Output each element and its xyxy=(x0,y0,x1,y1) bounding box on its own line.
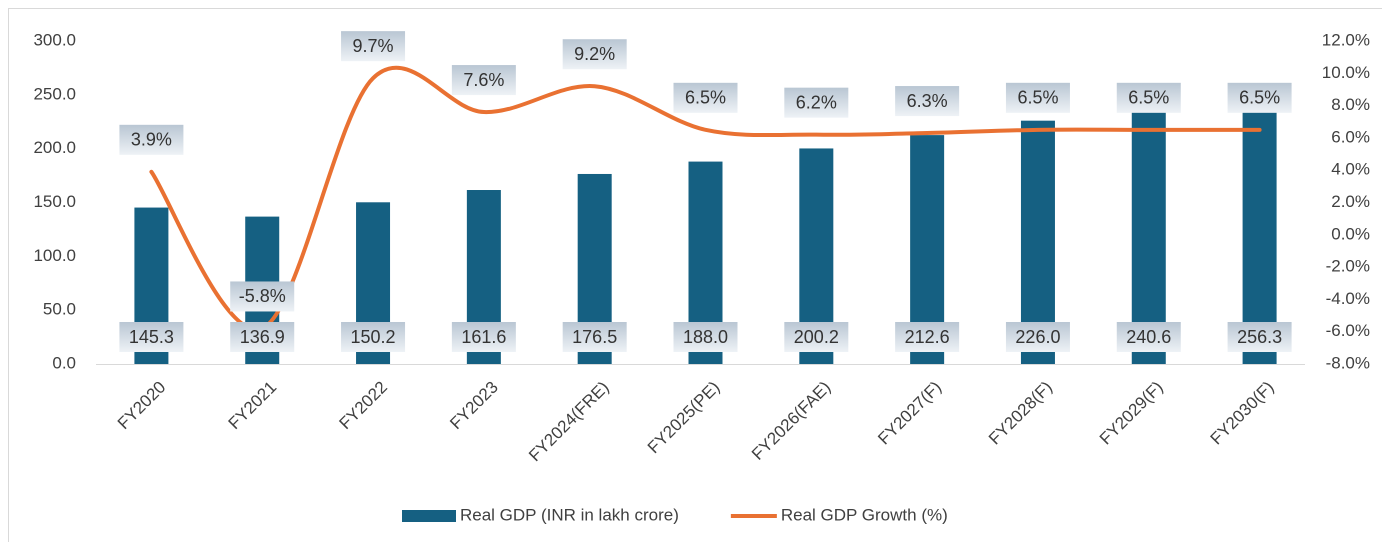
legend-label: Real GDP (INR in lakh crore) xyxy=(460,505,679,524)
bar-value-label-box xyxy=(341,322,406,352)
y-tick-label: 200.0 xyxy=(33,138,76,157)
line-value-label: 9.7% xyxy=(353,36,394,56)
bar-value-label: 145.3 xyxy=(129,327,174,347)
y2-tick-label: 0.0% xyxy=(1331,224,1370,243)
line-value-label-box xyxy=(230,281,295,312)
chart-frame xyxy=(8,8,1382,542)
y2-tick-label: -2.0% xyxy=(1326,257,1370,276)
bar-value-label-box xyxy=(230,322,295,352)
y2-tick-label: 8.0% xyxy=(1331,95,1370,114)
bar-value-label: 240.6 xyxy=(1126,327,1171,347)
line-value-label: 6.3% xyxy=(907,91,948,111)
line-value-label-box xyxy=(1227,82,1292,113)
bar-value-label: 200.2 xyxy=(794,327,839,347)
y2-tick-label: -4.0% xyxy=(1326,289,1370,308)
x-tick-label: FY2027(F) xyxy=(874,378,945,449)
line-value-label-box xyxy=(673,82,738,113)
line-value-label: 6.5% xyxy=(1239,88,1280,108)
line-value-label: 3.9% xyxy=(131,130,172,150)
bar-value-label: 212.6 xyxy=(905,327,950,347)
y-tick-label: 250.0 xyxy=(33,84,76,103)
line-value-label: 6.5% xyxy=(1017,88,1058,108)
x-tick-label: FY2023 xyxy=(446,378,502,434)
bar-value-label-box xyxy=(1005,322,1070,352)
x-tick-label: FY2022 xyxy=(336,378,392,434)
bar-value-label-box xyxy=(784,322,849,352)
y2-tick-label: 10.0% xyxy=(1322,63,1370,82)
x-tick-label: FY2021 xyxy=(225,378,281,434)
line-value-label-box xyxy=(1116,82,1181,113)
bar xyxy=(1242,88,1277,365)
line xyxy=(149,65,1262,332)
y2-tick-label: -8.0% xyxy=(1326,353,1370,372)
bar xyxy=(1131,104,1166,364)
line-value-label-box xyxy=(451,65,516,96)
y-tick-label: 100.0 xyxy=(33,246,76,265)
line-value-label-box xyxy=(562,39,627,70)
x-tick-label: FY2025(PE) xyxy=(644,378,724,458)
line-value-label-box xyxy=(895,86,960,117)
line-value-label-box xyxy=(784,87,849,118)
bar-value-label-box xyxy=(673,322,738,352)
bar-value-label-box xyxy=(562,322,627,352)
line-value-label: 6.5% xyxy=(1128,88,1169,108)
bar-value-label-box xyxy=(895,322,960,352)
y2-tick-label: 6.0% xyxy=(1331,127,1370,146)
y2-tick-label: 2.0% xyxy=(1331,192,1370,211)
x-tick-label: FY2026(FAE) xyxy=(748,378,834,464)
line-value-label: -5.8% xyxy=(239,286,286,306)
y-tick-label: 150.0 xyxy=(33,192,76,211)
bar-value-label: 150.2 xyxy=(351,327,396,347)
x-tick-label: FY2020 xyxy=(114,378,170,434)
line-value-label-box xyxy=(1005,82,1070,113)
bar-value-label-box xyxy=(119,322,184,352)
y2-tick-label: -6.0% xyxy=(1326,321,1370,340)
line-value-label-box xyxy=(119,124,184,155)
line-value-label-box xyxy=(341,31,406,62)
y-tick-label: 50.0 xyxy=(43,300,76,319)
y-tick-label: 300.0 xyxy=(33,30,76,49)
line-value-label: 9.2% xyxy=(574,44,615,64)
bar-value-label: 176.5 xyxy=(572,327,617,347)
x-tick-label: FY2024(FRE) xyxy=(525,378,613,466)
bar-value-label: 161.6 xyxy=(461,327,506,347)
y2-tick-label: 12.0% xyxy=(1322,30,1370,49)
x-tick-label: FY2030(F) xyxy=(1207,378,1278,449)
bar-value-label-box xyxy=(1227,322,1292,352)
legend-swatch xyxy=(402,510,456,522)
y-tick-label: 0.0 xyxy=(52,353,76,372)
bar-value-label: 136.9 xyxy=(240,327,285,347)
bar-value-label-box xyxy=(451,322,516,352)
bar-value-label: 188.0 xyxy=(683,327,728,347)
line-value-label: 7.6% xyxy=(463,70,504,90)
x-tick-label: FY2029(F) xyxy=(1096,378,1167,449)
y2-tick-label: 4.0% xyxy=(1331,160,1370,179)
x-tick-label: FY2028(F) xyxy=(985,378,1056,449)
bar-value-label: 226.0 xyxy=(1015,327,1060,347)
line-value-label: 6.5% xyxy=(685,88,726,108)
bar-value-label-box xyxy=(1116,322,1181,352)
bar-value-label: 256.3 xyxy=(1237,327,1282,347)
legend-label: Real GDP Growth (%) xyxy=(781,505,948,524)
line-value-label: 6.2% xyxy=(796,92,837,112)
